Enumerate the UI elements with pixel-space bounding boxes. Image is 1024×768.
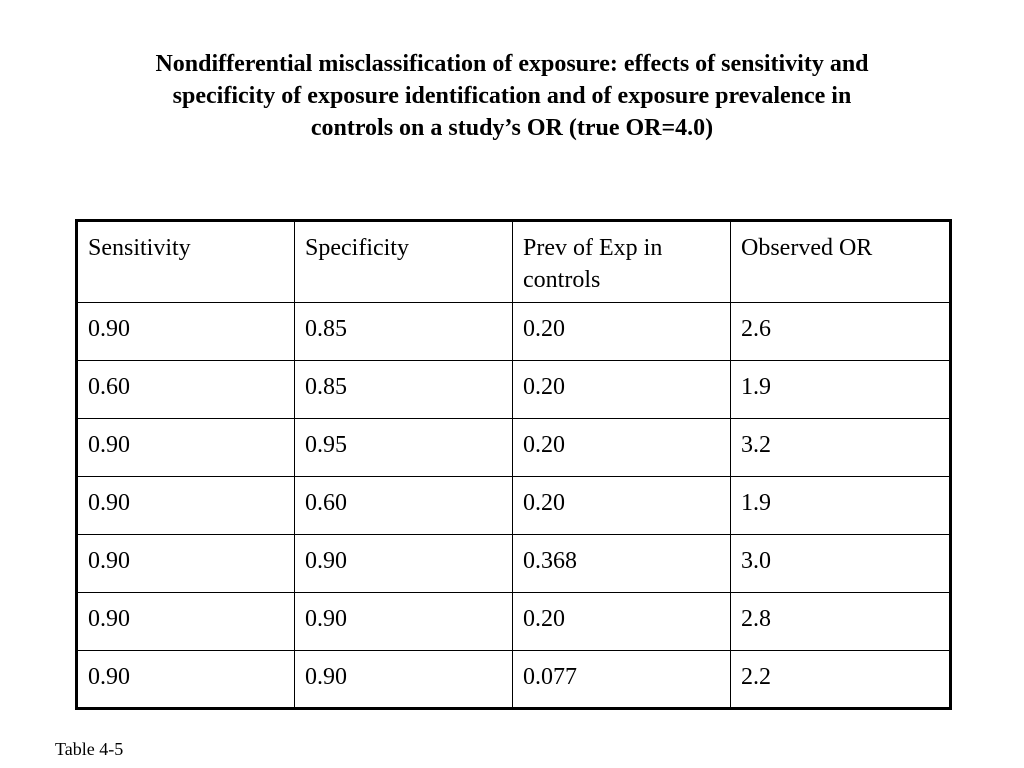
title-line-3: controls on a study’s OR (true OR=4.0) [310,115,714,141]
header-observed-or: Observed OR [730,220,951,303]
cell-specificity: 0.90 [294,650,513,709]
cell-specificity: 0.85 [294,360,513,419]
cell-sensitivity: 0.90 [76,592,295,651]
cell-specificity: 0.85 [294,302,513,361]
table-row: 0.90 0.90 0.20 2.8 [76,592,951,651]
cell-prevalence: 0.20 [512,360,731,419]
header-prevalence: Prev of Exp in controls [512,220,731,303]
cell-prevalence: 0.077 [512,650,731,709]
header-specificity: Specificity [294,220,513,303]
cell-observed-or: 3.2 [730,418,951,477]
cell-sensitivity: 0.90 [76,534,295,593]
cell-sensitivity: 0.90 [76,476,295,535]
cell-specificity: 0.60 [294,476,513,535]
cell-specificity: 0.90 [294,592,513,651]
cell-observed-or: 2.2 [730,650,951,709]
cell-observed-or: 2.6 [730,302,951,361]
cell-observed-or: 2.8 [730,592,951,651]
cell-prevalence: 0.368 [512,534,731,593]
cell-prevalence: 0.20 [512,302,731,361]
table-row: 0.60 0.85 0.20 1.9 [76,360,951,419]
table-header-row: Sensitivity Specificity Prev of Exp in c… [76,220,951,303]
cell-specificity: 0.90 [294,534,513,593]
table-row: 0.90 0.85 0.20 2.6 [76,302,951,361]
cell-sensitivity: 0.90 [76,418,295,477]
title-line-2: specificity of exposure identification a… [172,83,852,109]
misclassification-table: Sensitivity Specificity Prev of Exp in c… [75,219,952,710]
table-caption: Table 4-5 [55,739,124,759]
table-row: 0.90 0.90 0.077 2.2 [76,650,951,709]
table-row: 0.90 0.95 0.20 3.2 [76,418,951,477]
cell-observed-or: 3.0 [730,534,951,593]
header-sensitivity: Sensitivity [76,220,295,303]
slide-title: Nondifferential misclassification of exp… [82,48,942,144]
table-row: 0.90 0.60 0.20 1.9 [76,476,951,535]
cell-sensitivity: 0.90 [76,650,295,709]
cell-prevalence: 0.20 [512,592,731,651]
cell-prevalence: 0.20 [512,418,731,477]
cell-sensitivity: 0.90 [76,302,295,361]
cell-observed-or: 1.9 [730,360,951,419]
table-row: 0.90 0.90 0.368 3.0 [76,534,951,593]
cell-prevalence: 0.20 [512,476,731,535]
cell-observed-or: 1.9 [730,476,951,535]
title-line-1: Nondifferential misclassification of exp… [155,51,869,77]
cell-specificity: 0.95 [294,418,513,477]
cell-sensitivity: 0.60 [76,360,295,419]
